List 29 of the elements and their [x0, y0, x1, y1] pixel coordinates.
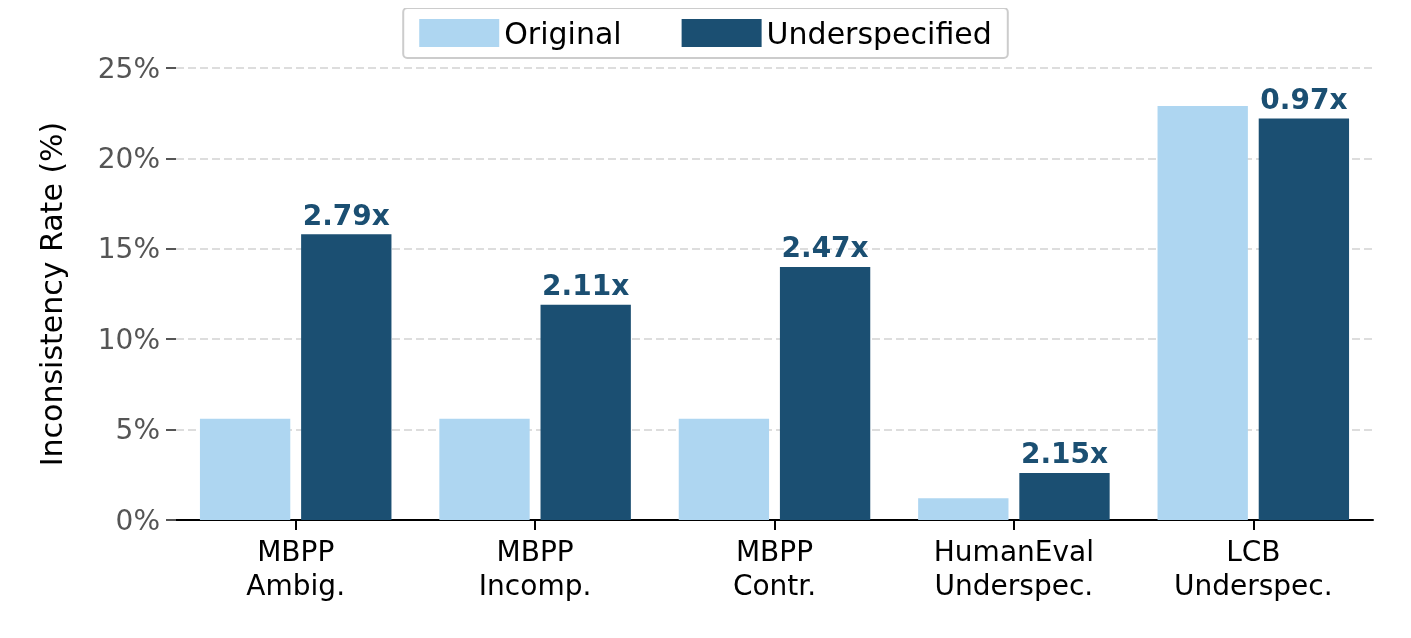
bar — [1157, 105, 1248, 520]
bar — [918, 498, 1009, 520]
legend-label: Original — [504, 15, 622, 51]
y-tick-label: 25% — [97, 51, 160, 85]
annotation: 2.15x — [1020, 437, 1109, 471]
bar — [1258, 118, 1350, 520]
bar — [779, 266, 871, 520]
y-tick-label: 5% — [115, 413, 160, 447]
bar — [301, 234, 392, 520]
y-axis-title: Inconsistency Rate (%) — [33, 121, 69, 467]
annotation: 2.79x — [302, 198, 390, 232]
annotation: 2.47x — [781, 231, 869, 265]
bar — [199, 418, 291, 520]
x-tick-label: MBPP Contr. — [732, 534, 817, 602]
x-tick-label: MBPP Ambig. — [246, 534, 346, 602]
bar — [439, 418, 530, 520]
bar — [1019, 472, 1110, 520]
annotation: 2.11x — [542, 269, 630, 303]
y-tick-label: 15% — [97, 232, 160, 266]
y-tick-label: 0% — [115, 503, 160, 537]
x-tick-label: HumanEval Underspec. — [933, 534, 1094, 602]
y-tick-label: 10% — [97, 322, 160, 356]
bar — [540, 304, 631, 520]
y-tick-label: 20% — [97, 141, 160, 175]
x-tick-label: LCB Underspec. — [1173, 534, 1333, 602]
annotation: 0.97x — [1260, 83, 1348, 117]
bar — [678, 418, 770, 520]
x-tick-label: MBPP Incomp. — [478, 534, 592, 602]
legend-label: Underspecified — [766, 15, 992, 51]
